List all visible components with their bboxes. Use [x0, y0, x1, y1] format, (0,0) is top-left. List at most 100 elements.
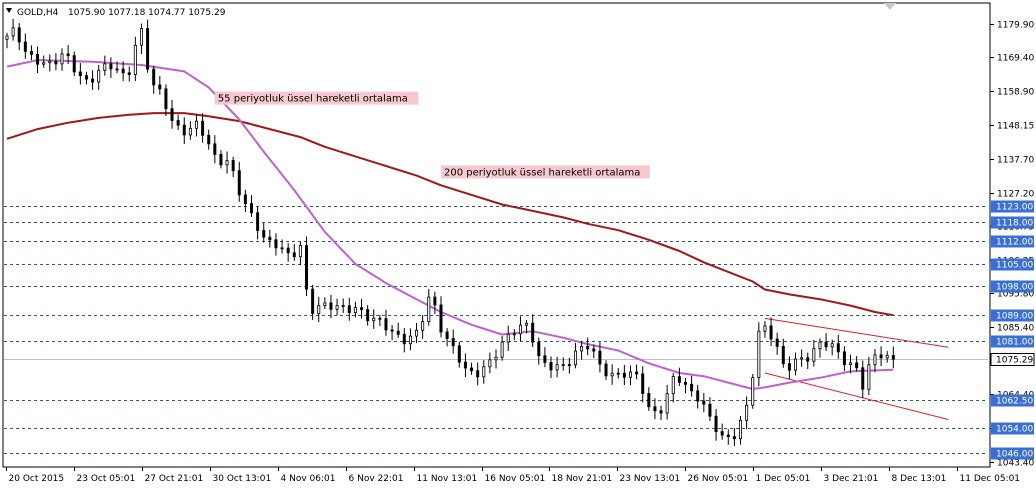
- candle-body: [483, 367, 485, 377]
- y-tick-label-5: 1127.20: [997, 190, 1034, 200]
- candle-body: [403, 334, 405, 343]
- level-tag-7: 1062.50: [996, 397, 1033, 407]
- x-tick-label-2: 27 Oct 21:01: [145, 474, 204, 484]
- candle-body: [379, 318, 381, 319]
- level-tag-6: 1081.00: [996, 338, 1033, 348]
- candle-body: [746, 405, 748, 420]
- candle-body: [336, 306, 338, 310]
- candle-body: [801, 358, 803, 359]
- candle-body: [776, 339, 778, 346]
- candle-body: [856, 363, 858, 368]
- candle-body: [862, 368, 864, 389]
- candle-body: [452, 339, 454, 346]
- candle-body: [764, 326, 766, 331]
- candle-body: [587, 346, 589, 349]
- level-tag-0: 1123.00: [996, 203, 1033, 213]
- level-tag-4: 1098.00: [996, 283, 1033, 293]
- candle-body: [312, 289, 314, 313]
- candle-body: [538, 342, 540, 356]
- candle-body: [721, 432, 723, 435]
- candle[interactable]: [758, 322, 760, 386]
- candle-body: [794, 359, 796, 370]
- candle-body: [226, 160, 228, 164]
- candle-body: [770, 326, 772, 339]
- candle-body: [825, 342, 827, 347]
- candle-body: [562, 365, 564, 366]
- candle-body: [697, 391, 699, 401]
- candle-body: [6, 36, 8, 39]
- candle-body: [813, 349, 815, 361]
- x-tick-label-12: 3 Dec 21:01: [824, 474, 879, 484]
- candle-body: [691, 384, 693, 390]
- candle-body: [709, 404, 711, 416]
- candle-body: [128, 73, 130, 75]
- candle-body: [49, 61, 51, 63]
- candle-body: [140, 29, 142, 46]
- x-tick-label-1: 23 Oct 05:01: [77, 474, 136, 484]
- candle[interactable]: [752, 374, 754, 409]
- candle-body: [733, 437, 735, 439]
- candle-body: [415, 330, 417, 336]
- candle-body: [513, 334, 515, 335]
- candle-body: [73, 56, 75, 72]
- header-ohlc: 1075.90 1077.18 1074.77 1075.29: [68, 8, 226, 18]
- candle-body: [470, 368, 472, 371]
- candle-body: [519, 325, 521, 334]
- y-tick-label-2: 1158.90: [997, 88, 1034, 98]
- x-tick-label-0: 20 Oct 2015: [9, 474, 65, 484]
- candle-body: [354, 308, 356, 313]
- candle-body: [672, 377, 674, 394]
- candle-body: [605, 364, 607, 376]
- candle-body: [599, 351, 601, 364]
- candle-body: [238, 171, 240, 195]
- candle-body: [654, 407, 656, 411]
- candle-body: [330, 303, 332, 309]
- current-price-tag: 1075.29: [996, 356, 1033, 366]
- candle-body: [874, 355, 876, 365]
- candle-body: [24, 42, 26, 51]
- candle-body: [788, 364, 790, 370]
- candle-body: [373, 318, 375, 320]
- y-tick-label-4: 1137.70: [997, 156, 1034, 166]
- candle-body: [67, 54, 69, 56]
- candle-body: [556, 365, 558, 370]
- x-tick-label-10: 26 Nov 05:01: [688, 474, 749, 484]
- candle-body: [250, 204, 252, 213]
- x-tick-label-9: 23 Nov 13:01: [620, 474, 681, 484]
- candle[interactable]: [305, 237, 307, 296]
- x-tick-label-7: 16 Nov 05:01: [485, 474, 546, 484]
- candle-body: [495, 357, 497, 360]
- level-tag-3: 1105.00: [996, 261, 1033, 271]
- y-tick-label-1: 1169.40: [997, 54, 1034, 64]
- candle-body: [146, 29, 148, 70]
- candle-body: [428, 297, 430, 322]
- y-tick-label-3: 1148.15: [997, 122, 1034, 132]
- candle-body: [635, 372, 637, 374]
- candle-body: [348, 306, 350, 313]
- candle-body: [684, 382, 686, 384]
- y-tick-label-13: 1043.40: [997, 459, 1034, 469]
- candle-body: [116, 69, 118, 70]
- x-tick-label-6: 11 Nov 13:01: [417, 474, 478, 484]
- candle-body: [782, 346, 784, 363]
- candle-body: [458, 346, 460, 362]
- candle-body: [422, 322, 424, 331]
- x-tick-label-14: 11 Dec 05:01: [960, 474, 1021, 484]
- x-tick-label-4: 4 Nov 06:01: [281, 474, 336, 484]
- candle-body: [177, 121, 179, 126]
- candle-body: [214, 144, 216, 155]
- level-tag-8: 1054.00: [996, 425, 1033, 435]
- candle-body: [752, 378, 754, 406]
- candle-body: [703, 401, 705, 404]
- candle-body: [104, 64, 106, 70]
- candle-body: [189, 128, 191, 135]
- level-tag-1: 1118.00: [996, 219, 1033, 229]
- candle-body: [85, 76, 87, 79]
- candle-body: [642, 374, 644, 394]
- candle-body: [269, 237, 271, 240]
- candle-body: [477, 371, 479, 377]
- candle-body: [183, 125, 185, 135]
